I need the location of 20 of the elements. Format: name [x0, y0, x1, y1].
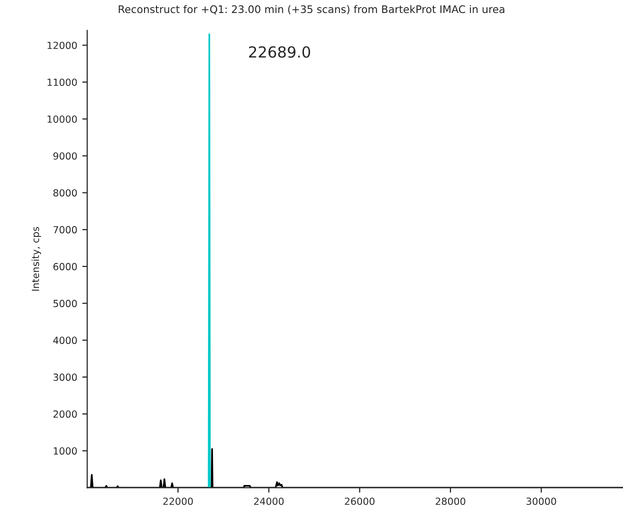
y-tick-label: 6000 — [53, 262, 77, 270]
y-tick-label: 9000 — [53, 152, 77, 160]
y-axis-title: Intensity, cps — [32, 227, 42, 291]
annotation: 22689.0 — [249, 46, 310, 58]
y-tick-label: 3000 — [53, 374, 77, 381]
x-tick-label: 22000 — [163, 498, 193, 505]
y-tick-label: 8000 — [53, 189, 77, 197]
y-tick-label: 5000 — [54, 300, 77, 308]
y-tick-label: 1000 — [54, 447, 77, 455]
y-tick-label: 11000 — [48, 78, 77, 86]
y-tick-label: 2000 — [53, 410, 77, 418]
x-tick-label: 28000 — [436, 498, 466, 505]
y-tick-label: 4000 — [53, 336, 77, 344]
y-tick-label: 10000 — [48, 115, 77, 123]
chart-title: Reconstruct for +Q1: 23.00 min (+35 scans) from BartekProt IMAC in urea — [118, 5, 504, 14]
y-tick-label: 7000 — [54, 226, 77, 234]
x-tick-label: 26000 — [344, 498, 374, 505]
x-tick-label: 24000 — [254, 498, 284, 505]
x-tick-label: 30000 — [526, 498, 556, 505]
y-tick-label: 12000 — [48, 42, 77, 50]
